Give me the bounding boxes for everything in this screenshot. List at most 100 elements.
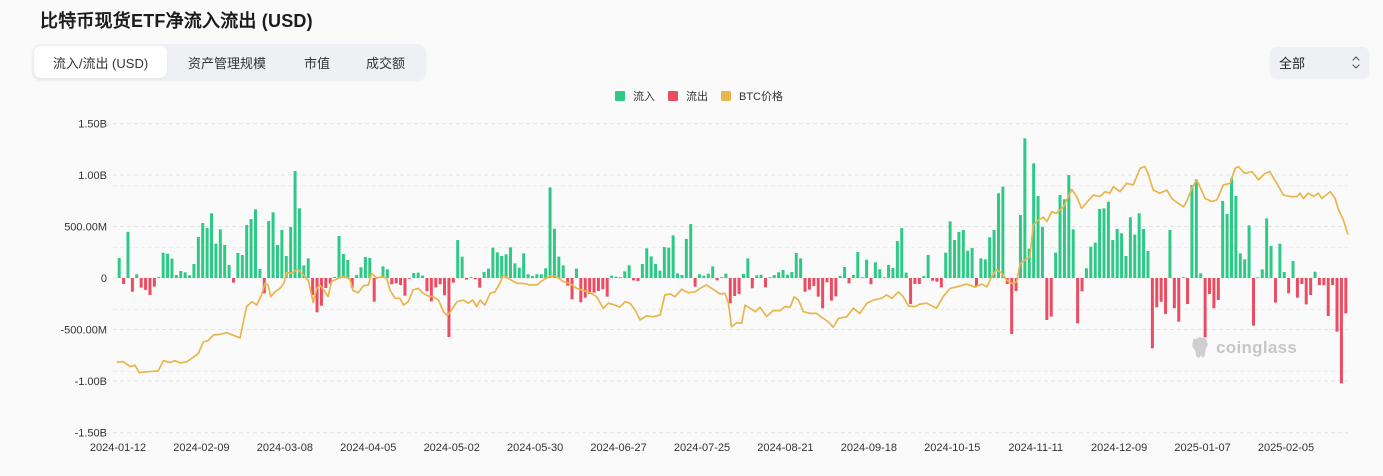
- inflow-bar[interactable]: [838, 276, 842, 278]
- inflow-bar[interactable]: [988, 237, 992, 278]
- inflow-bar[interactable]: [957, 231, 961, 278]
- inflow-bar[interactable]: [1128, 217, 1132, 278]
- outflow-bar[interactable]: [1300, 278, 1304, 284]
- inflow-bar[interactable]: [341, 254, 345, 278]
- inflow-bar[interactable]: [201, 223, 205, 278]
- inflow-bar[interactable]: [482, 272, 486, 278]
- inflow-bar[interactable]: [1067, 175, 1071, 278]
- outflow-bar[interactable]: [311, 278, 315, 295]
- inflow-bar[interactable]: [236, 252, 240, 278]
- outflow-bar[interactable]: [1317, 278, 1321, 285]
- inflow-bar[interactable]: [777, 272, 781, 278]
- inflow-bar[interactable]: [280, 230, 284, 278]
- inflow-bar[interactable]: [1036, 196, 1040, 278]
- inflow-bar[interactable]: [469, 277, 473, 278]
- inflow-bar[interactable]: [794, 252, 798, 278]
- inflow-bar[interactable]: [640, 263, 644, 278]
- inflow-bar[interactable]: [355, 275, 359, 278]
- inflow-bar[interactable]: [649, 256, 653, 278]
- inflow-bar[interactable]: [1032, 163, 1036, 278]
- inflow-bar[interactable]: [781, 269, 785, 278]
- outflow-bar[interactable]: [1045, 278, 1049, 321]
- inflow-bar[interactable]: [1234, 196, 1238, 278]
- inflow-bar[interactable]: [1142, 228, 1146, 278]
- inflow-bar[interactable]: [882, 277, 886, 278]
- inflow-bar[interactable]: [1190, 184, 1194, 278]
- outflow-bar[interactable]: [601, 278, 605, 290]
- inflow-bar[interactable]: [698, 274, 702, 278]
- outflow-bar[interactable]: [1186, 278, 1190, 304]
- inflow-bar[interactable]: [1040, 226, 1044, 278]
- inflow-bar[interactable]: [799, 258, 803, 278]
- inflow-bar[interactable]: [337, 235, 341, 278]
- outflow-bar[interactable]: [425, 278, 429, 292]
- outflow-bar[interactable]: [605, 278, 609, 297]
- inflow-bar[interactable]: [860, 277, 864, 278]
- outflow-bar[interactable]: [1326, 278, 1330, 317]
- inflow-bar[interactable]: [1124, 255, 1128, 278]
- inflow-bar[interactable]: [508, 247, 512, 278]
- outflow-bar[interactable]: [1208, 278, 1212, 294]
- inflow-bar[interactable]: [772, 275, 776, 278]
- inflow-bar[interactable]: [671, 235, 675, 278]
- inflow-bar[interactable]: [768, 277, 772, 278]
- outflow-bar[interactable]: [829, 278, 833, 301]
- inflow-bar[interactable]: [873, 262, 877, 278]
- inflow-bar[interactable]: [346, 259, 350, 278]
- inflow-bar[interactable]: [289, 227, 293, 278]
- inflow-bar[interactable]: [1084, 268, 1088, 278]
- legend-item-outflow[interactable]: 流出: [668, 88, 708, 104]
- inflow-bar[interactable]: [267, 221, 271, 278]
- inflow-bar[interactable]: [662, 247, 666, 278]
- inflow-bar[interactable]: [878, 269, 882, 278]
- outflow-bar[interactable]: [763, 278, 767, 288]
- inflow-bar[interactable]: [843, 266, 847, 278]
- outflow-bar[interactable]: [909, 278, 913, 304]
- tab-market-cap[interactable]: 市值: [303, 55, 330, 71]
- inflow-bar[interactable]: [966, 250, 970, 278]
- outflow-bar[interactable]: [1295, 278, 1299, 298]
- outflow-bar[interactable]: [473, 278, 477, 280]
- outflow-bar[interactable]: [390, 278, 394, 285]
- outflow-bar[interactable]: [825, 278, 829, 283]
- inflow-bar[interactable]: [1282, 272, 1286, 278]
- outflow-bar[interactable]: [429, 278, 433, 302]
- outflow-bar[interactable]: [812, 278, 816, 287]
- outflow-bar[interactable]: [465, 278, 469, 280]
- outflow-bar[interactable]: [733, 278, 737, 297]
- inflow-bar[interactable]: [491, 247, 495, 278]
- outflow-bar[interactable]: [324, 278, 328, 288]
- inflow-bar[interactable]: [487, 268, 490, 278]
- legend-item-inflow[interactable]: 流入: [615, 88, 655, 104]
- outflow-bar[interactable]: [1216, 278, 1220, 301]
- inflow-bar[interactable]: [1001, 186, 1005, 278]
- inflow-bar[interactable]: [900, 228, 904, 278]
- inflow-bar[interactable]: [724, 273, 728, 278]
- outflow-bar[interactable]: [728, 278, 732, 304]
- inflow-bar[interactable]: [658, 270, 662, 278]
- inflow-bar[interactable]: [979, 258, 983, 278]
- inflow-bar[interactable]: [1111, 239, 1115, 278]
- inflow-bar[interactable]: [706, 273, 710, 278]
- inflow-bar[interactable]: [618, 277, 622, 278]
- inflow-bar[interactable]: [992, 230, 996, 278]
- inflow-bar[interactable]: [416, 272, 420, 278]
- inflow-bar[interactable]: [302, 265, 306, 278]
- outflow-bar[interactable]: [1049, 278, 1053, 317]
- outflow-bar[interactable]: [1155, 278, 1159, 308]
- inflow-bar[interactable]: [214, 243, 218, 278]
- inflow-bar[interactable]: [1106, 201, 1110, 278]
- inflow-bar[interactable]: [1194, 179, 1198, 278]
- outflow-bar[interactable]: [315, 278, 319, 313]
- inflow-bar[interactable]: [1071, 229, 1075, 278]
- outflow-bar[interactable]: [583, 278, 587, 298]
- outflow-bar[interactable]: [750, 278, 754, 289]
- inflow-bar[interactable]: [421, 275, 425, 278]
- inflow-bar[interactable]: [1243, 259, 1247, 278]
- inflow-bar[interactable]: [922, 276, 926, 278]
- outflow-bar[interactable]: [144, 278, 148, 290]
- inflow-bar[interactable]: [1225, 214, 1229, 278]
- inflow-bar[interactable]: [456, 239, 460, 278]
- inflow-bar[interactable]: [895, 241, 899, 278]
- inflow-bar[interactable]: [530, 276, 534, 278]
